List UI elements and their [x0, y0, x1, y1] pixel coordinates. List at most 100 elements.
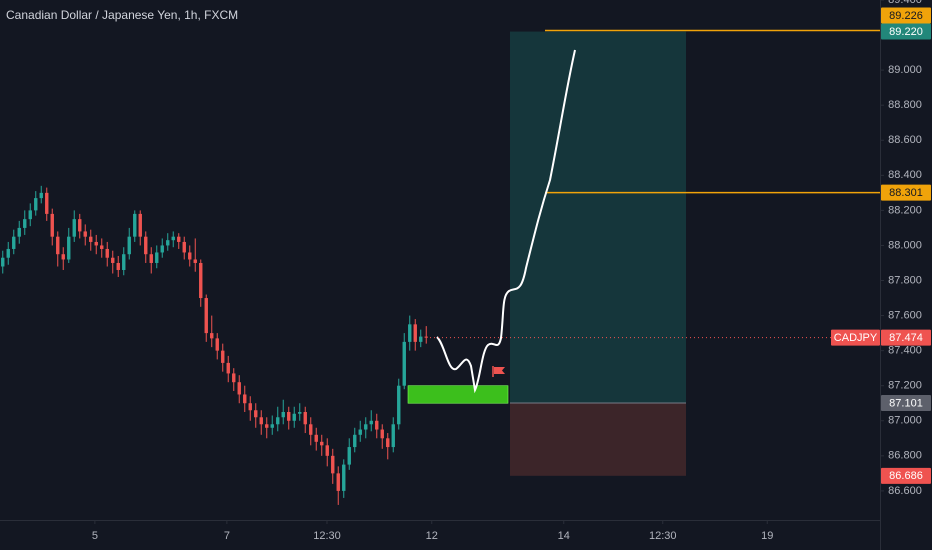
candle-body [292, 413, 296, 421]
candle-body [287, 412, 291, 421]
candle-body [276, 417, 280, 425]
candle-body [12, 236, 16, 249]
candle-body [193, 259, 197, 263]
candle-body [133, 213, 137, 237]
x-tick-label: 7 [224, 530, 230, 542]
candle-body [254, 410, 258, 418]
y-tick-label: 86.800 [888, 450, 922, 462]
candle-body [369, 420, 373, 425]
candle-body [353, 434, 357, 448]
y-tick-label: 87.800 [888, 274, 922, 286]
candle-body [17, 227, 21, 237]
candle-body [424, 336, 428, 338]
candle-body [342, 464, 346, 491]
chart-title: Canadian Dollar / Japanese Yen, 1h, FXCM [6, 8, 238, 22]
candle-body [111, 257, 115, 263]
candle-body [336, 473, 340, 491]
candle-body [188, 252, 192, 260]
y-tick-label: 89.000 [888, 64, 922, 76]
candle-body [78, 219, 82, 232]
candle-body [331, 455, 335, 474]
candle-body [39, 192, 43, 199]
symbol-tag [831, 329, 880, 346]
candle-body [215, 338, 219, 351]
candle-body [149, 254, 153, 263]
candle-body [375, 420, 379, 430]
candle-body [347, 447, 351, 465]
candle-body [419, 336, 423, 342]
candle-body [94, 241, 98, 246]
y-tick-label: 88.200 [888, 204, 922, 216]
candle-body [166, 240, 170, 246]
candle-body [391, 424, 395, 448]
candles [1, 185, 428, 505]
price-tag [881, 395, 931, 412]
candle-body [358, 429, 362, 435]
x-tick-label: 5 [92, 530, 98, 542]
candle-body [56, 236, 60, 255]
candle-body [204, 298, 208, 334]
y-tick-label: 87.400 [888, 345, 922, 357]
price-tag [881, 184, 931, 201]
y-tick-label: 88.000 [888, 239, 922, 251]
candle-body [83, 231, 87, 237]
candle-body [303, 412, 307, 425]
candle-body [160, 245, 164, 253]
y-tick-label: 88.600 [888, 134, 922, 146]
candle-body [1, 257, 5, 267]
price-tag-label: 89.220 [889, 26, 923, 38]
candle-body [226, 362, 230, 374]
candle-body [237, 382, 241, 395]
drawings-front [436, 49, 576, 394]
candle-body [122, 254, 126, 270]
x-tick-label: 19 [761, 530, 773, 542]
candle-body [259, 417, 263, 425]
candle-body [402, 341, 406, 386]
candle-body [210, 333, 214, 339]
zone-box [407, 385, 509, 404]
candle-body [314, 434, 318, 442]
candle-body [105, 248, 109, 258]
candle-body [397, 385, 401, 425]
candle-body [61, 254, 65, 260]
candle-body [281, 412, 285, 418]
hand-drawn-path [436, 49, 576, 394]
price-tag-label: 88.301 [889, 187, 923, 199]
profit-area [510, 31, 686, 404]
candle-body [298, 412, 302, 414]
y-tick-label: 87.200 [888, 380, 922, 392]
candle-body [100, 245, 104, 249]
candle-body [6, 248, 10, 258]
y-tick-label: 88.400 [888, 169, 922, 181]
last-price-label: 87.474 [889, 332, 923, 344]
price-tag [881, 467, 931, 484]
candle-body [265, 424, 269, 428]
price-tag-label: 89.226 [889, 10, 923, 22]
price-tag [881, 23, 931, 40]
x-tick-label: 14 [558, 530, 570, 542]
x-tick-label: 12:30 [649, 530, 677, 542]
candle-body [138, 213, 142, 237]
candle-body [413, 324, 417, 342]
axes: 86.600 86.800 87.000 87.200 87.400 87.600 87.8… [92, 0, 931, 542]
candle-body [45, 192, 49, 214]
loss-area [510, 403, 686, 476]
price-tag [881, 7, 931, 24]
candle-body [34, 198, 38, 211]
y-tick-label: 86.600 [888, 485, 922, 497]
y-tick-label: 87.000 [888, 415, 922, 427]
flag-icon [492, 366, 505, 377]
drawings-back [407, 29, 880, 476]
candle-body [116, 262, 120, 270]
candle-body [320, 441, 324, 446]
price-tag-label: 86.686 [889, 470, 923, 482]
candle-body [89, 236, 93, 242]
y-tick-label: 88.800 [888, 99, 922, 111]
candle-body [248, 403, 252, 411]
candle-body [325, 445, 329, 456]
candle-body [50, 213, 54, 237]
candle-body [23, 219, 27, 228]
